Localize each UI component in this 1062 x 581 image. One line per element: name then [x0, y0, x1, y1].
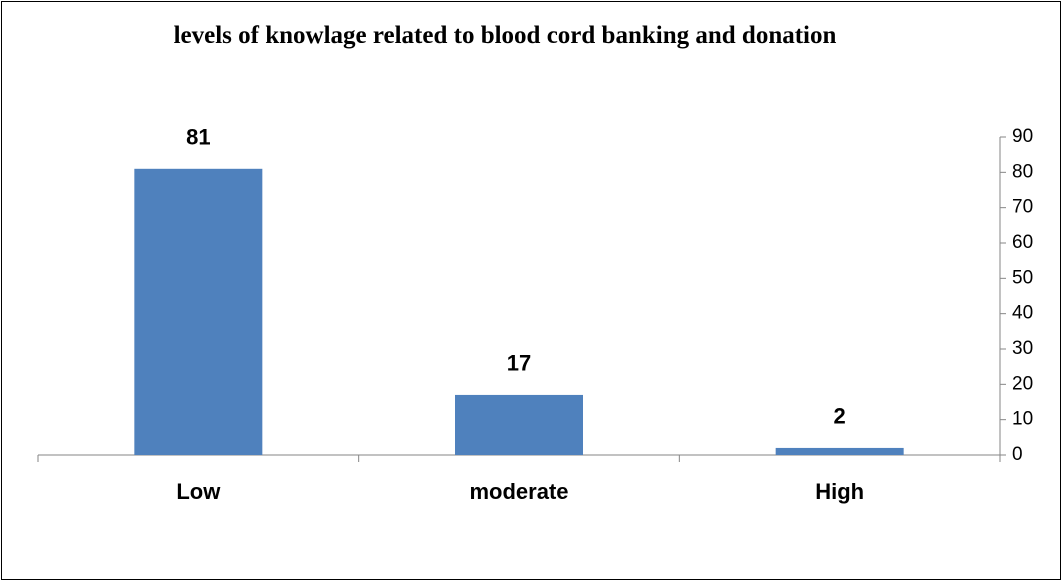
x-tick-label: High — [815, 479, 864, 504]
y-tick-label: 40 — [1012, 303, 1033, 324]
data-label: 81 — [186, 125, 210, 150]
x-tick-label: moderate — [469, 479, 568, 504]
y-tick-label: 60 — [1012, 232, 1033, 253]
y-tick-label: 50 — [1012, 267, 1033, 288]
y-tick-label: 20 — [1012, 373, 1033, 394]
y-tick-label: 90 — [1012, 126, 1033, 147]
y-tick-label: 80 — [1012, 161, 1033, 182]
y-tick-label: 30 — [1012, 338, 1033, 359]
x-tick-label: Low — [176, 479, 221, 504]
chart-title: levels of knowlage related to blood cord… — [173, 22, 837, 49]
y-tick-label: 0 — [1012, 444, 1023, 465]
y-tick-label: 10 — [1012, 409, 1033, 430]
y-tick-label: 70 — [1012, 197, 1033, 218]
bar — [775, 447, 904, 455]
data-label: 2 — [834, 404, 846, 429]
bar — [455, 394, 583, 455]
bar — [134, 168, 263, 456]
data-label: 17 — [507, 351, 531, 376]
